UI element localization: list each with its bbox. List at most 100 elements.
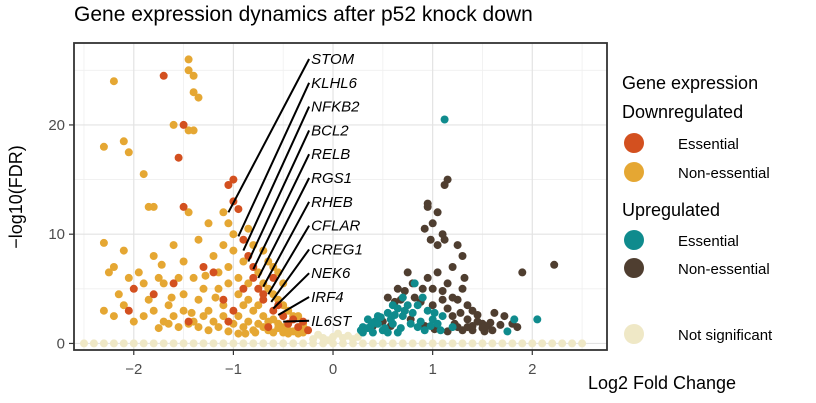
point-upregulated-essential [510,315,519,324]
point-not-significant [368,339,377,348]
point-downregulated-essential [274,301,283,310]
point-not-significant [119,339,128,348]
point-downregulated-non-essential [139,170,148,179]
gene-label: NEK6 [311,265,351,282]
point-upregulated-essential [376,313,385,322]
point-upregulated-non-essential [488,326,497,335]
point-downregulated-essential [159,71,168,80]
point-upregulated-non-essential [433,268,442,277]
point-upregulated-essential [406,319,415,328]
leader-line [267,225,310,295]
point-upregulated-essential [438,312,447,321]
point-downregulated-essential [149,290,158,299]
point-downregulated-non-essential [244,295,253,304]
point-upregulated-essential [396,324,405,333]
point-downregulated-non-essential [219,208,228,217]
point-downregulated-non-essential [229,246,238,255]
point-upregulated-non-essential [420,224,429,233]
point-downregulated-non-essential [184,55,193,64]
point-not-significant [239,339,248,348]
legend-key-up-essential [624,230,644,250]
point-downregulated-essential [264,323,273,332]
x-tick-label: 1 [428,361,436,378]
leader-line [227,58,310,213]
point-upregulated-essential [390,311,399,319]
point-upregulated-non-essential [486,318,495,327]
point-downregulated-non-essential [224,219,233,228]
point-downregulated-non-essential [199,284,208,293]
point-upregulated-non-essential [433,241,442,250]
point-upregulated-non-essential [463,301,472,310]
x-tick-label: 0 [329,361,337,378]
point-upregulated-essential [398,293,407,302]
point-downregulated-non-essential [154,273,163,282]
point-downregulated-non-essential [167,293,176,302]
point-upregulated-essential [363,315,372,324]
point-upregulated-essential [383,308,392,317]
point-downregulated-non-essential [219,241,228,250]
point-upregulated-non-essential [428,284,437,293]
point-upregulated-non-essential [458,284,467,293]
legend-label-down-nonessential: Non-essential [678,165,770,182]
point-downregulated-non-essential [234,290,243,299]
legend-group-downregulated: Downregulated [622,102,743,122]
point-downregulated-non-essential [149,306,158,315]
leader-line [283,319,310,323]
point-not-significant [448,339,457,348]
point-upregulated-essential [433,319,442,328]
point-downregulated-non-essential [149,202,158,211]
point-downregulated-non-essential [209,317,218,326]
leader-line [247,129,311,262]
point-upregulated-non-essential [428,219,437,228]
point-upregulated-essential [408,308,417,317]
point-upregulated-non-essential [438,287,447,295]
point-downregulated-non-essential [219,312,228,321]
point-not-significant [269,339,278,348]
point-upregulated-essential [373,319,382,328]
point-downregulated-non-essential [164,319,173,328]
point-upregulated-essential [383,328,392,337]
point-downregulated-non-essential [224,279,233,288]
point-downregulated-non-essential [179,257,188,266]
point-not-significant [578,339,587,348]
leader-line [272,272,310,310]
legend-key-down-essential [624,133,644,153]
point-downregulated-non-essential [149,252,158,260]
point-upregulated-non-essential [453,241,462,250]
point-downregulated-non-essential [189,126,198,135]
y-tick-label: 20 [48,117,65,134]
point-downregulated-non-essential [124,148,133,157]
point-downregulated-non-essential [251,328,260,337]
point-upregulated-non-essential [448,293,457,302]
point-not-significant [548,339,557,348]
point-upregulated-essential [410,279,419,288]
point-downregulated-non-essential [199,312,208,321]
point-downregulated-essential [169,279,178,288]
point-not-significant [299,339,308,348]
point-upregulated-non-essential [418,284,427,293]
point-not-significant [159,339,168,348]
gene-label: IL6ST [311,313,353,330]
point-downregulated-non-essential [119,137,128,146]
gene-label: KLHL6 [311,75,358,92]
point-upregulated-non-essential [443,279,452,288]
point-upregulated-non-essential [496,320,505,329]
x-tick-label: 2 [528,361,536,378]
point-downregulated-essential [124,306,133,315]
y-axis-label: −log10(FDR) [6,145,26,249]
point-not-significant [179,339,188,348]
point-upregulated-non-essential [500,312,509,321]
point-not-significant [558,339,567,348]
point-upregulated-essential [416,317,425,326]
point-downregulated-non-essential [187,308,196,317]
point-not-significant [139,339,148,348]
point-downregulated-essential [249,273,258,282]
legend-title: Gene expression [622,73,758,93]
point-upregulated-non-essential [456,308,465,317]
point-downregulated-non-essential [204,219,213,228]
point-downregulated-non-essential [229,230,238,239]
point-downregulated-non-essential [214,323,223,332]
point-not-significant [209,339,218,348]
leader-line [270,248,310,303]
leader-line [242,106,311,251]
